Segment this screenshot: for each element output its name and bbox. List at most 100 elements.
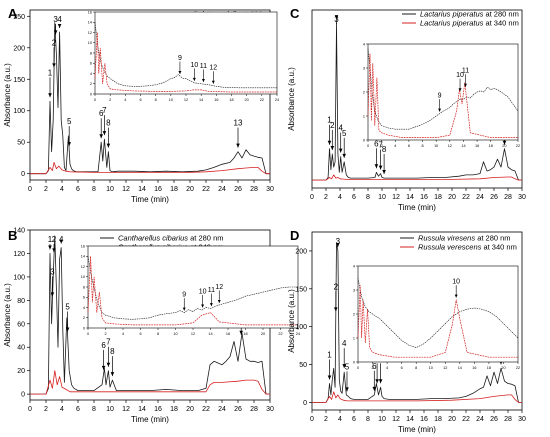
y-tick-label: 0 — [21, 171, 25, 178]
inset-line-340nm — [87, 256, 298, 326]
x-tick-label: 6 — [352, 194, 356, 201]
series-line-340nm — [312, 391, 522, 403]
inset-x-tick-label: 14 — [208, 332, 212, 336]
y-axis-label: Absorbance (a.u.) — [287, 289, 296, 353]
y-tick-label: 50 — [299, 362, 307, 369]
inset-peak-label: 9 — [438, 93, 442, 100]
inset-y-tick-label: 4 — [363, 42, 365, 46]
plot-frame — [311, 9, 523, 189]
x-tick-label: 8 — [92, 406, 96, 413]
inset-x-tick-label: 16 — [472, 366, 476, 370]
x-axis-label: Time (min) — [131, 195, 169, 204]
peak-arrowhead — [48, 93, 52, 98]
peak-label: 7 — [106, 338, 111, 347]
inset-y-tick-label: 4 — [83, 306, 85, 310]
inset-y-tick-label: 0 — [353, 360, 355, 364]
peak-label: 4 — [59, 235, 64, 244]
inset-x-tick-label: 0 — [87, 332, 89, 336]
inset-x-tick-label: 10 — [173, 332, 177, 336]
legend-entry: Lactarius piperatus at 340 nm — [420, 19, 519, 28]
peak-arrowhead — [378, 379, 383, 384]
peak-arrowhead — [236, 143, 240, 148]
y-tick-label: 0 — [303, 400, 307, 407]
inset-frame — [367, 43, 519, 141]
x-tick-label: 24 — [218, 406, 226, 413]
panel-letter: C — [290, 6, 300, 21]
inset-x-tick-label: 8 — [155, 98, 157, 102]
panel-d: 0 2 4 6 8 10 12 14 16 18 20 22 24 26 28 30050100150200T… — [287, 228, 526, 434]
peak-arrowhead — [334, 15, 339, 20]
inset-y-tick-label: 14 — [88, 21, 92, 25]
inset-y-tick-label: 8 — [83, 285, 85, 289]
inset-y-tick-label: 10 — [88, 41, 92, 45]
x-tick-label: 0 — [28, 186, 32, 193]
inset-peak-label: 11 — [462, 68, 469, 75]
x-tick-label: 28 — [250, 186, 258, 193]
peak-label: 6 — [374, 139, 379, 148]
legend-wavelength: at 280 nm — [475, 234, 510, 243]
x-tick-label: 4 — [338, 194, 342, 201]
peak-arrowhead — [327, 140, 332, 145]
y-tick-label: 120 — [13, 251, 25, 258]
inset-x-tick-label: 22 — [516, 366, 520, 370]
y-tick-label: 100 — [13, 108, 25, 115]
inset-x-tick-label: 22 — [260, 98, 264, 102]
x-tick-label: 0 — [28, 406, 32, 413]
y-tick-label: 60 — [17, 321, 25, 328]
inset-y-tick-label: 6 — [83, 296, 85, 300]
x-tick-label: 22 — [202, 406, 210, 413]
inset-x-tick-label: 14 — [199, 98, 203, 102]
x-tick-label: 26 — [234, 406, 242, 413]
y-tick-label: 200 — [13, 45, 25, 52]
y-tick-label: 50 — [17, 140, 25, 147]
x-tick-label: 10 — [378, 194, 386, 201]
legend-entry: Cantharellus cibarius at 280 nm — [118, 234, 224, 243]
y-axis-label: Absorbance (a.u.) — [3, 63, 12, 127]
x-tick-label: 12 — [392, 194, 400, 201]
peak-label: 4 — [57, 15, 62, 24]
inset-x-tick-label: 2 — [109, 98, 111, 102]
inset-x-tick-label: 8 — [157, 332, 159, 336]
inset-x-tick-label: 4 — [124, 98, 126, 102]
x-tick-label: 16 — [420, 416, 428, 423]
inset-x-tick-label: 20 — [502, 144, 506, 148]
x-tick-label: 6 — [352, 416, 356, 423]
inset-y-tick-label: 2 — [363, 90, 365, 94]
legend-species: Russula verescens — [418, 243, 482, 252]
peak-arrowhead — [327, 375, 332, 380]
x-tick-label: 4 — [60, 186, 64, 193]
inset-x-tick-label: 12 — [191, 332, 195, 336]
peak-label: 6 — [99, 109, 104, 118]
y-tick-label: 250 — [13, 14, 25, 21]
y-tick-label: 100 — [13, 274, 25, 281]
x-tick-label: 2 — [324, 416, 328, 423]
peak-arrowhead — [239, 330, 243, 335]
inset-y-tick-label: 8 — [90, 51, 92, 55]
inset-x-tick-label: 14 — [461, 144, 465, 148]
series-line-280nm — [312, 22, 522, 181]
peak-label: 5 — [342, 129, 347, 138]
inset-peak-label: 9 — [178, 55, 182, 62]
inset-x-tick-label: 0 — [94, 98, 96, 102]
peak-label: 1 — [327, 116, 332, 125]
inset-x-tick-label: 2 — [381, 144, 383, 148]
y-tick-label: 0 — [21, 392, 25, 399]
peak-arrowhead — [52, 63, 56, 68]
x-tick-label: 26 — [490, 194, 498, 201]
inset-x-tick-label: 6 — [139, 98, 141, 102]
series-line-340nm — [312, 174, 522, 181]
inset-y-tick-label: 0 — [90, 92, 92, 96]
inset-line-340nm — [367, 53, 518, 138]
inset-x-tick-label: 16 — [475, 144, 479, 148]
peak-arrowhead — [48, 245, 52, 250]
panel-letter: A — [8, 6, 18, 21]
x-tick-label: 24 — [476, 194, 484, 201]
peak-label: 1 — [48, 235, 53, 244]
x-tick-label: 0 — [310, 194, 314, 201]
peak-arrowhead — [50, 292, 55, 297]
legend-entry: Lactarius piperatus at 280 nm — [420, 10, 519, 19]
peak-label: 4 — [338, 124, 343, 133]
x-tick-label: 16 — [154, 406, 162, 413]
